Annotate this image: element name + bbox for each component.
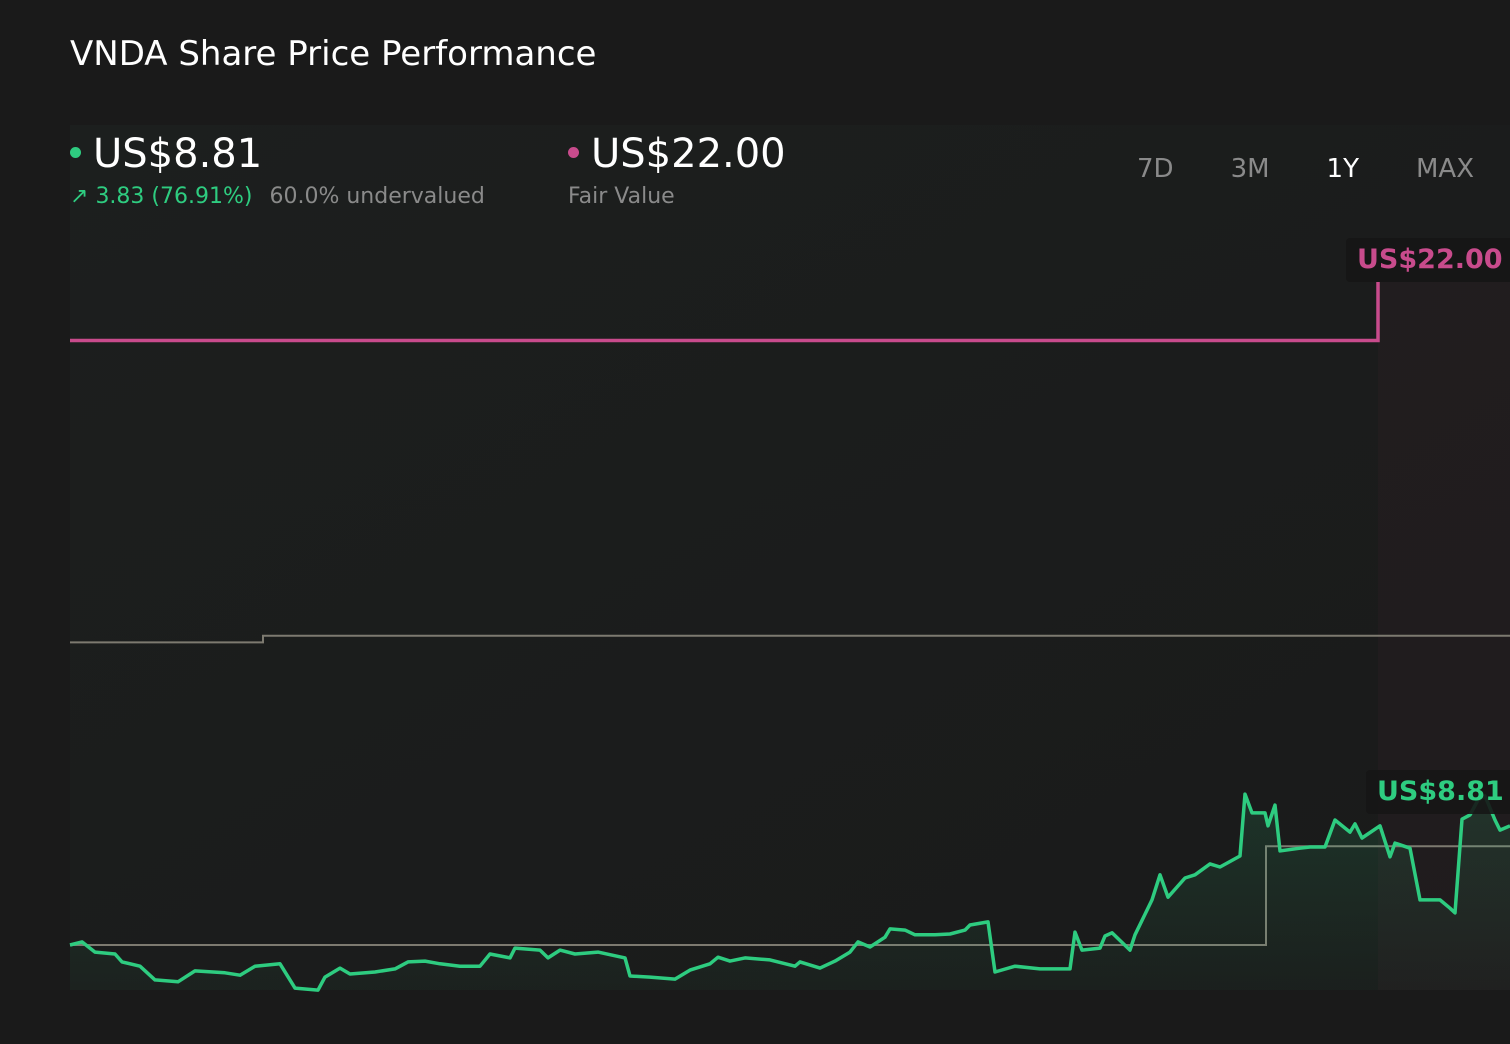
price-end-label: US$8.81 [1377, 776, 1504, 807]
arrow-up-right-icon: ↗ [70, 184, 89, 209]
price-change: 3.83 (76.91%) [95, 184, 253, 209]
current-price-block: US$8.81 ↗ 3.83 (76.91%) 60.0% undervalue… [70, 130, 485, 209]
chart-background [70, 125, 1510, 990]
fair-value-end-label: US$22.00 [1357, 244, 1503, 275]
reference-line-lower [70, 845, 1510, 946]
fair-value-price: US$22.00 [591, 131, 786, 177]
price-label-bg [1366, 770, 1510, 814]
fair-value-line [70, 276, 1510, 343]
reference-line-upper [70, 634, 1510, 644]
price-area [70, 794, 1510, 991]
valuation-text: 60.0% undervalued [269, 184, 485, 209]
current-price: US$8.81 [93, 131, 263, 177]
page-title: VNDA Share Price Performance [70, 34, 597, 74]
fair-value-label-bg [1346, 238, 1510, 282]
tab-3m[interactable]: 3M [1230, 154, 1270, 184]
tab-max[interactable]: MAX [1415, 154, 1475, 184]
fair-value-dot-icon [568, 146, 579, 158]
fair-value-label: Fair Value [568, 184, 675, 209]
fair-value-zone [1378, 270, 1510, 990]
price-line [69, 792, 1510, 992]
tab-7d[interactable]: 7D [1137, 154, 1174, 184]
price-dot-icon [70, 146, 81, 158]
tab-1y[interactable]: 1Y [1326, 154, 1359, 184]
fair-value-block: US$22.00 Fair Value [568, 130, 786, 209]
period-tabs: 7D 3M 1Y MAX [1110, 154, 1474, 184]
